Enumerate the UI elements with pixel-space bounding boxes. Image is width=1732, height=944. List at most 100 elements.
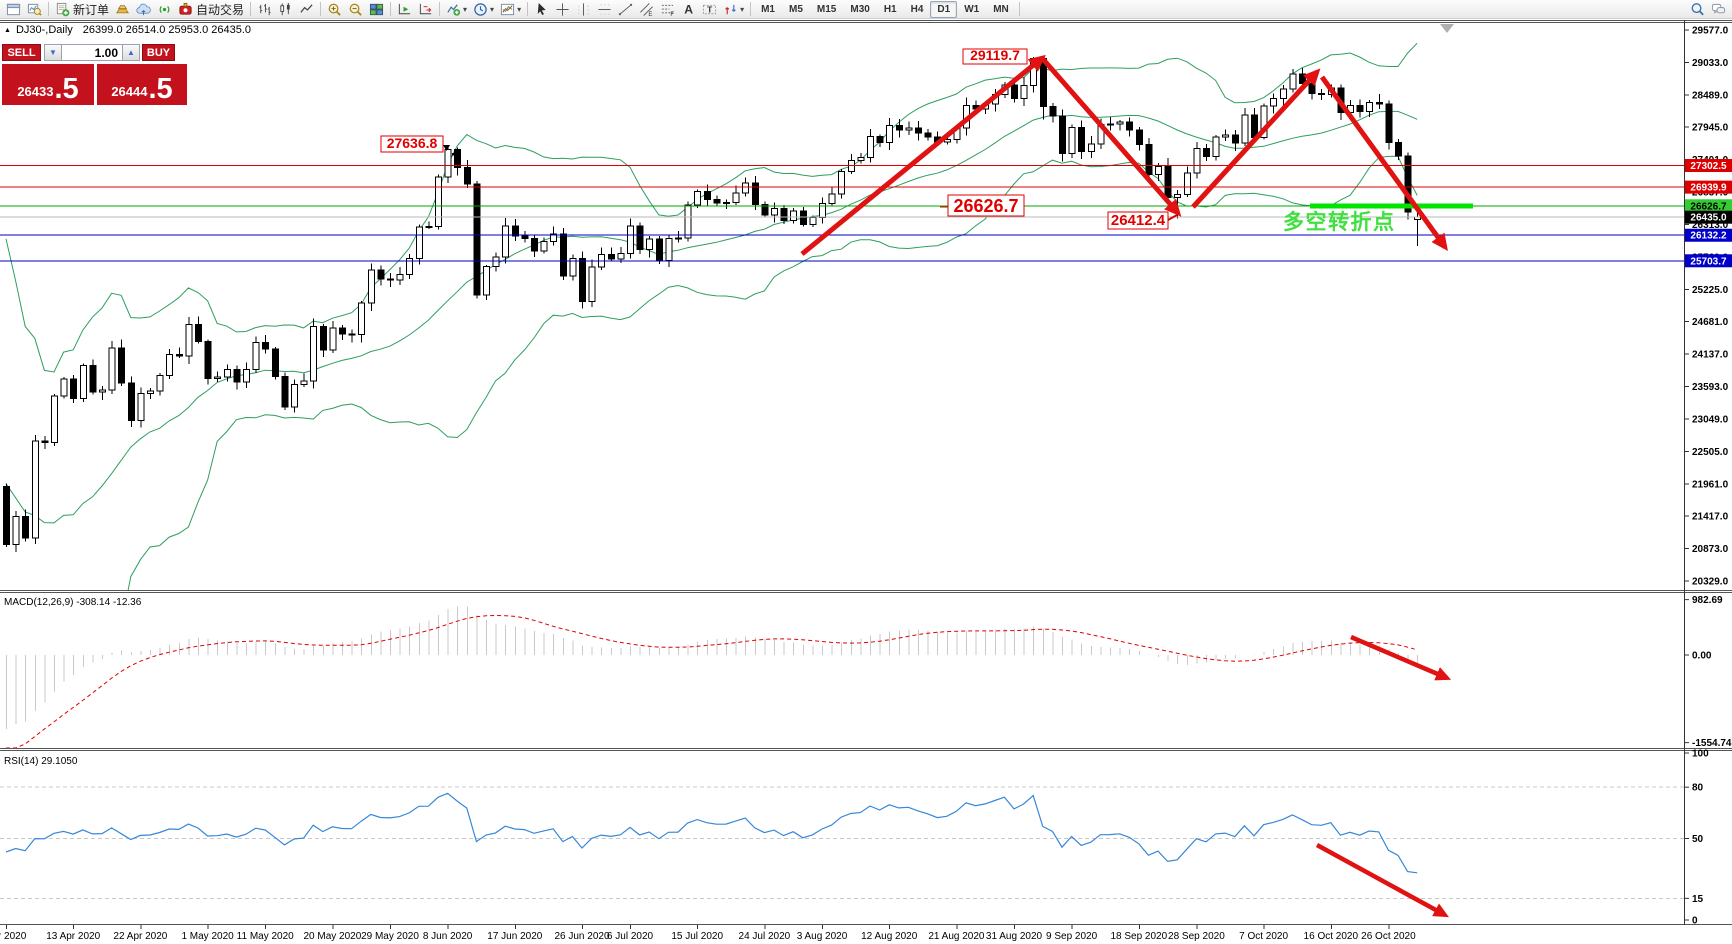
timeframe-button-h1[interactable]: H1 (883, 3, 897, 15)
candle[interactable] (3, 483, 10, 548)
periods-button[interactable]: ▾ (470, 1, 497, 18)
candle[interactable] (886, 117, 894, 150)
candle[interactable] (463, 159, 471, 189)
trend-arrow-up-1[interactable] (800, 54, 1046, 256)
candle[interactable] (1260, 103, 1268, 140)
candle[interactable] (319, 324, 327, 357)
candle[interactable] (751, 176, 759, 211)
candle[interactable] (1155, 163, 1162, 181)
trend-arrow-down-2[interactable] (1319, 75, 1448, 252)
candle[interactable] (444, 145, 452, 183)
candle[interactable] (1049, 102, 1057, 123)
volume-input[interactable]: 1.00 (62, 44, 122, 61)
candle[interactable] (118, 339, 126, 387)
candle[interactable] (1020, 77, 1028, 106)
cn-note-annotation[interactable]: 多空转折点 (1283, 210, 1396, 234)
sell-price-button[interactable]: 26433 .5 (2, 64, 94, 105)
candle[interactable] (1126, 117, 1134, 137)
candle[interactable] (915, 121, 922, 141)
candle[interactable] (396, 267, 404, 286)
candle[interactable] (492, 252, 500, 272)
candle[interactable] (646, 236, 654, 258)
price-label-annotation[interactable]: 27636.8 (380, 135, 444, 153)
indicators-list-button[interactable]: ▾ (443, 1, 470, 18)
candle[interactable] (1183, 166, 1191, 197)
candle[interactable] (867, 129, 874, 163)
timeframe-button-m5[interactable]: M5 (789, 3, 803, 15)
auto-scroll-button[interactable] (394, 1, 415, 18)
candle[interactable] (108, 340, 116, 395)
candle[interactable] (271, 347, 279, 380)
candle[interactable] (1193, 141, 1201, 179)
candle[interactable] (425, 221, 433, 230)
trend-arrow-up-2[interactable] (1191, 68, 1321, 209)
timeframe-button-h4[interactable]: H4 (910, 3, 924, 15)
candle[interactable] (636, 222, 644, 255)
candle[interactable] (195, 316, 202, 344)
zoom-out-button[interactable] (345, 1, 366, 18)
timeframe-button-m30[interactable]: M30 (850, 3, 870, 15)
candle[interactable] (1078, 120, 1086, 160)
candle[interactable] (377, 265, 385, 286)
zoom-in-button[interactable] (324, 1, 345, 18)
candle[interactable] (905, 121, 913, 135)
candle[interactable] (79, 363, 87, 402)
candle[interactable] (137, 387, 145, 428)
candle[interactable] (435, 174, 442, 230)
sell-button[interactable]: SELL (2, 44, 41, 61)
candle[interactable] (262, 335, 270, 354)
candle[interactable] (204, 339, 212, 385)
candle[interactable] (406, 253, 414, 279)
candle[interactable] (127, 376, 135, 427)
candle[interactable] (51, 394, 58, 447)
new-order-button[interactable]: 新订单 (52, 1, 112, 18)
collapse-triangle-icon[interactable]: ▲ (4, 26, 11, 34)
candle[interactable] (367, 263, 375, 312)
candle[interactable] (1279, 84, 1287, 106)
candle[interactable] (511, 219, 519, 241)
tile-windows-button[interactable] (366, 1, 387, 18)
candle[interactable] (1404, 152, 1412, 220)
vertical-line-tool-button[interactable] (573, 1, 594, 18)
fibonacci-tool-button[interactable]: F (657, 1, 678, 18)
volume-increase-button[interactable]: ▲ (122, 44, 140, 61)
candle[interactable] (99, 385, 106, 401)
new-chart-window-button[interactable] (3, 1, 24, 18)
candle[interactable] (540, 237, 548, 254)
candle[interactable] (655, 235, 663, 265)
signals-button[interactable] (154, 1, 175, 18)
candle[interactable] (31, 435, 39, 545)
trend-arrow-down-1[interactable] (1040, 56, 1182, 217)
candle[interactable] (569, 254, 577, 281)
candle[interactable] (156, 373, 164, 396)
candle[interactable] (1270, 93, 1278, 114)
cursor-tool-button[interactable] (531, 1, 552, 18)
chart-shift-button[interactable] (415, 1, 436, 18)
candle[interactable] (22, 509, 30, 542)
candle[interactable] (41, 435, 49, 449)
candle[interactable] (713, 195, 721, 206)
candle[interactable] (70, 375, 78, 403)
candle[interactable] (627, 218, 634, 259)
text-tool-button[interactable]: A (678, 1, 699, 18)
candle[interactable] (387, 273, 394, 287)
candle[interactable] (329, 321, 337, 354)
candle[interactable] (243, 362, 250, 389)
chart-profile-button[interactable] (24, 1, 45, 18)
arrows-tool-button[interactable]: ▾ (720, 1, 747, 18)
candle[interactable] (694, 189, 702, 209)
candle[interactable] (1059, 109, 1066, 162)
candle[interactable] (1212, 134, 1220, 161)
candle[interactable] (454, 147, 462, 176)
candle[interactable] (185, 316, 193, 365)
candle[interactable] (310, 318, 318, 389)
chart-shift-marker-icon[interactable] (1440, 24, 1454, 33)
candle[interactable] (166, 349, 174, 380)
price-label-annotation[interactable]: 29119.7 (962, 47, 1028, 65)
candle-chart-mode-button[interactable] (275, 1, 296, 18)
candle[interactable] (1145, 138, 1153, 183)
dropdown-caret-icon[interactable]: ▾ (740, 4, 745, 14)
timeframe-button-mn[interactable]: MN (993, 3, 1009, 15)
highlight-bar-annotation[interactable] (1310, 203, 1473, 209)
candle[interactable] (502, 218, 510, 264)
